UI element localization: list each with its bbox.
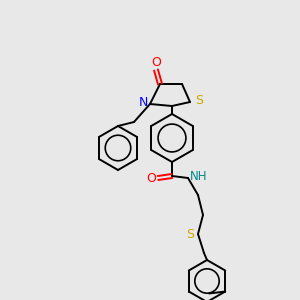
Text: S: S [186, 229, 194, 242]
Text: NH: NH [190, 170, 208, 184]
Text: O: O [146, 172, 156, 184]
Text: O: O [151, 56, 161, 70]
Text: N: N [138, 97, 148, 110]
Text: S: S [195, 94, 203, 106]
